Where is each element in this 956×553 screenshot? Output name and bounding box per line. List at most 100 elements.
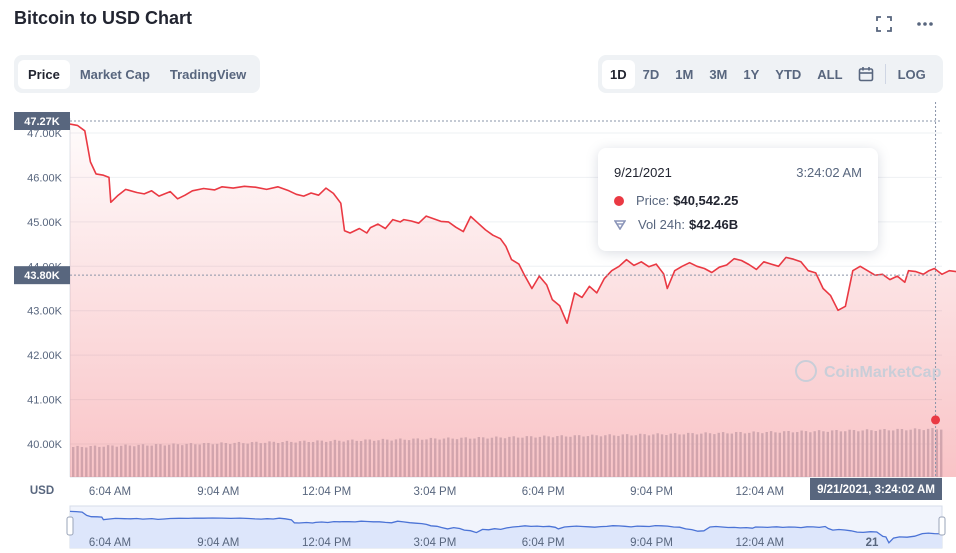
volume-bar: [468, 438, 472, 477]
volume-bar: [922, 430, 925, 477]
volume-bar: [76, 445, 79, 477]
volume-bar: [455, 439, 459, 477]
volume-bar: [277, 442, 280, 477]
volume-bar: [438, 439, 441, 477]
volume-bar: [787, 431, 790, 477]
volume-bar: [734, 432, 738, 477]
crosshair-price-tag: [14, 266, 70, 285]
volume-bar: [695, 434, 699, 477]
volume-bar: [835, 429, 838, 477]
navigator-tick-label: 3:04 PM: [413, 537, 456, 549]
volume-bar: [752, 431, 755, 477]
volume-bar: [255, 441, 258, 477]
volume-bar: [359, 441, 363, 477]
volume-bar: [591, 434, 594, 477]
x-tick-label: 6:04 PM: [522, 486, 565, 498]
volume-bar: [490, 437, 494, 477]
volume-bar: [940, 429, 943, 477]
volume-bar: [508, 436, 511, 477]
navigator-right-handle: [938, 516, 946, 536]
volume-bar: [246, 443, 249, 477]
volume-bar: [128, 445, 132, 477]
crosshair-time-tag: [810, 478, 942, 500]
volume-bar: [569, 436, 572, 477]
range-1d-button[interactable]: 1D: [602, 59, 635, 89]
tooltip-volume-label: Vol 24h:: [638, 217, 685, 232]
y-tick-label: 40.00K: [27, 439, 63, 451]
volume-bar: [547, 436, 550, 477]
volume-bar: [390, 440, 393, 477]
volume-bar: [652, 434, 655, 477]
volume-bar: [617, 435, 620, 477]
crosshair-time-label: 9/21/2021, 3:24:02 AM: [817, 484, 935, 496]
volume-bar: [464, 437, 467, 477]
volume-bar: [503, 438, 507, 477]
volume-bar: [294, 442, 297, 477]
volume-bar: [582, 436, 585, 477]
volume-bar: [298, 441, 302, 477]
volume-bar: [813, 431, 816, 477]
volume-bar: [290, 441, 293, 477]
volume-bar: [407, 440, 411, 477]
volume-bar: [848, 429, 851, 477]
volume-bar: [364, 439, 367, 477]
volume-bar: [887, 430, 891, 477]
volume-bar: [460, 437, 463, 477]
volume-bar: [447, 437, 450, 477]
volume-bar: [85, 447, 88, 477]
price-dot-icon: [614, 195, 624, 206]
tab-price[interactable]: Price: [18, 59, 70, 89]
volume-bar: [176, 444, 180, 477]
volume-bar: [913, 428, 917, 477]
volume-bar: [870, 430, 873, 477]
log-scale-button[interactable]: LOG: [897, 66, 926, 82]
range-7d-button[interactable]: 7D: [642, 66, 660, 82]
range-1m-button[interactable]: 1M: [675, 66, 694, 82]
volume-bar: [372, 440, 376, 477]
volume-bar: [202, 443, 206, 477]
navigator-tick-label: 12:04 PM: [302, 537, 351, 549]
volume-bar: [660, 434, 664, 477]
volume-bar: [516, 437, 520, 477]
y-tick-label: 46.00K: [27, 172, 63, 184]
calendar-icon[interactable]: [855, 63, 877, 85]
volume-bar: [826, 431, 829, 477]
volume-bar: [420, 439, 424, 477]
volume-bar: [595, 435, 598, 477]
volume-bar: [451, 438, 454, 477]
chart-type-tabs: Price Market Cap TradingView: [14, 55, 261, 93]
more-options-icon[interactable]: [913, 12, 937, 36]
volume-bar: [822, 431, 825, 477]
hover-point: [931, 415, 941, 425]
range-1y-button[interactable]: 1Y: [743, 66, 760, 82]
volume-bar: [577, 435, 581, 477]
volume-bar: [529, 436, 533, 477]
volume-bar: [700, 433, 703, 477]
fullscreen-icon[interactable]: [872, 12, 896, 36]
x-tick-label: 9:04 PM: [630, 486, 673, 498]
volume-bar: [263, 442, 267, 477]
navigator-frame: [69, 505, 943, 549]
volume-bar: [486, 438, 489, 477]
more-options-icon-glyph: [917, 22, 933, 26]
volume-bar: [900, 429, 904, 477]
volume-bar: [102, 446, 105, 477]
y-tick-label: 43.00K: [27, 306, 63, 318]
volume-bar: [477, 436, 481, 477]
volume-bar: [72, 447, 75, 477]
range-ytd-button[interactable]: YTD: [775, 66, 802, 82]
volume-bar: [704, 432, 707, 477]
tab-tradingview[interactable]: TradingView: [169, 66, 247, 82]
volume-bar: [905, 430, 908, 477]
volume-bar: [844, 431, 847, 477]
range-3m-button[interactable]: 3M: [709, 66, 728, 82]
price-tooltip: 9/21/2021 3:24:02 AM Price: $40,542.25 V…: [598, 148, 878, 251]
tab-market-cap[interactable]: Market Cap: [79, 66, 150, 82]
navigator-tick-label: 12:04 AM: [736, 537, 785, 549]
range-all-button[interactable]: ALL: [817, 66, 843, 82]
volume-bar: [769, 431, 773, 477]
volume-bar: [931, 428, 934, 477]
volume-bar: [482, 437, 485, 477]
currency-label: USD: [30, 485, 54, 497]
volume-bar: [250, 442, 254, 477]
